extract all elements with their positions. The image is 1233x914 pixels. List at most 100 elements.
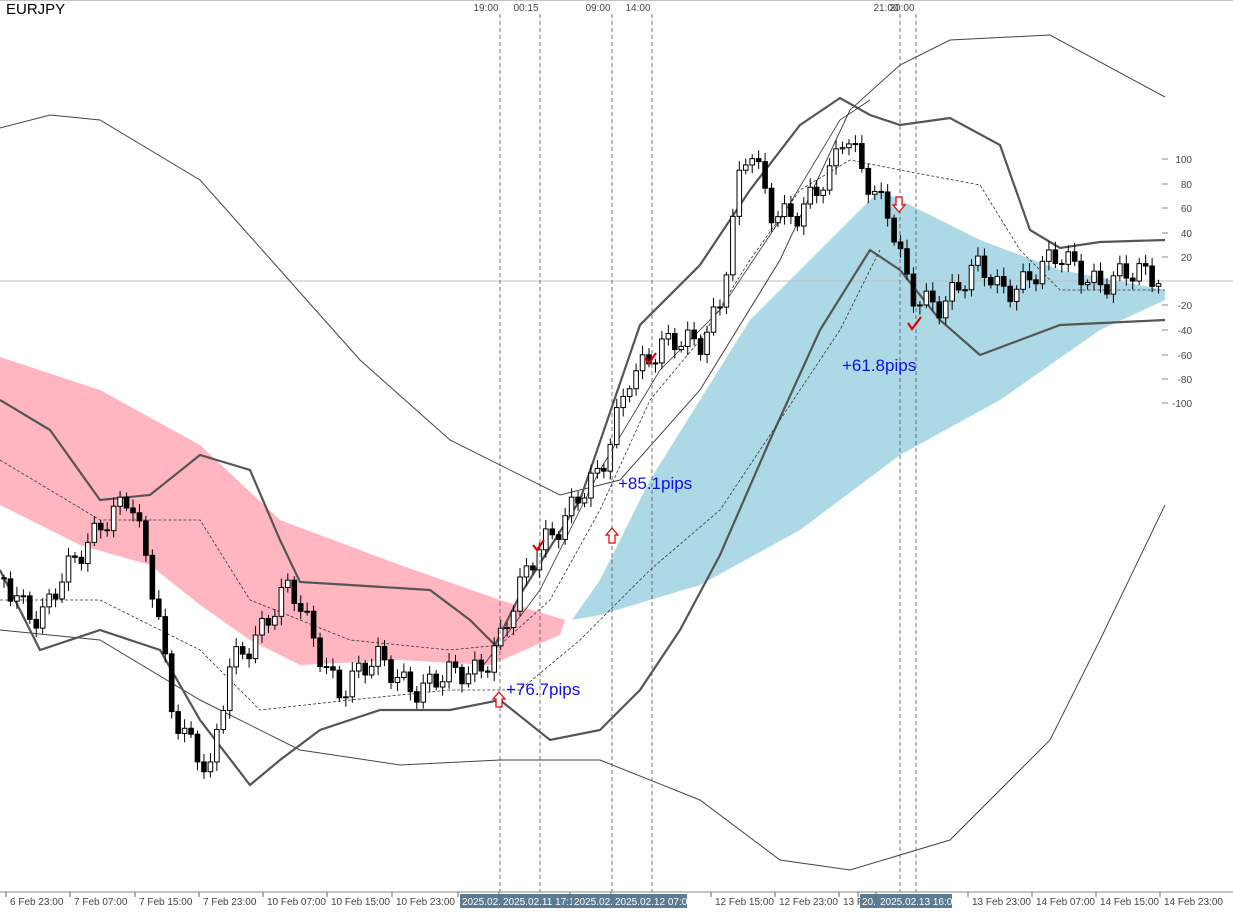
time-highlight	[613, 894, 687, 908]
candle-body	[420, 682, 427, 703]
candle-body	[1155, 283, 1162, 287]
candle-body	[865, 167, 872, 195]
candle-body	[175, 711, 181, 734]
candle-body	[220, 709, 227, 731]
candle-body	[1033, 279, 1039, 285]
candle-body	[136, 512, 143, 522]
candle-body	[717, 306, 723, 309]
candle-body	[530, 565, 536, 571]
candle-body	[639, 354, 646, 372]
candle-body	[1007, 285, 1014, 303]
candle-body	[291, 579, 298, 604]
time-label: 10 Feb 07:00	[267, 897, 326, 908]
candle-body	[581, 497, 588, 504]
time-label: 2025.02.13 16:00	[880, 897, 958, 908]
candle-body	[381, 645, 388, 661]
candle-body	[910, 273, 917, 307]
time-highlight	[860, 894, 878, 908]
candle-body	[349, 670, 356, 698]
candle-body	[762, 161, 768, 189]
candle-body	[781, 203, 788, 218]
pips-annotation: +85.1pips	[618, 474, 692, 493]
signals	[491, 196, 922, 708]
scale-label: -80	[1178, 375, 1193, 386]
scale-label: 80	[1181, 180, 1193, 191]
candle-body	[768, 187, 775, 224]
candle-body	[801, 203, 807, 227]
candle-body	[736, 169, 743, 217]
time-highlight	[501, 894, 575, 908]
time-highlight	[572, 894, 613, 908]
candle-body	[14, 595, 20, 602]
candle-body	[317, 637, 323, 668]
candle-body	[362, 662, 368, 676]
candle-body	[536, 549, 543, 571]
candle-body	[304, 610, 310, 613]
candle-body	[884, 191, 891, 219]
candle-body	[1, 577, 7, 580]
candle-body	[775, 216, 781, 224]
candle-body	[962, 289, 968, 292]
candle-body	[39, 606, 46, 629]
candle-body	[1026, 271, 1033, 281]
scale-label: 40	[1181, 229, 1193, 240]
time-label: 7 Feb 15:00	[139, 897, 193, 908]
time-labels: 6 Feb 23:00 7 Feb 07:00 7 Feb 15:00 7 Feb 2…	[5, 892, 1223, 908]
scale-label: 20	[1181, 253, 1193, 264]
candle-body	[607, 444, 614, 472]
candle-body	[955, 282, 962, 291]
candle-body	[272, 615, 278, 626]
candle-body	[904, 248, 910, 275]
candle-body	[33, 618, 40, 629]
candle-body	[588, 472, 594, 499]
candle-body	[988, 277, 994, 286]
candle-body	[162, 616, 169, 655]
candle-body	[388, 659, 394, 683]
candle-body	[949, 282, 955, 302]
candle-body	[846, 143, 852, 149]
candle-body	[852, 143, 859, 146]
candle-body	[1142, 263, 1149, 267]
time-label: 6 Feb 23:00	[10, 897, 64, 908]
candle-body	[917, 304, 923, 307]
candle-body	[691, 329, 697, 340]
candle-body	[1013, 288, 1020, 303]
candle-body	[833, 148, 839, 167]
candle-body	[375, 645, 381, 667]
candle-body	[975, 255, 981, 266]
candle-body	[659, 338, 665, 364]
vline-label: 20:00	[889, 3, 914, 14]
candle-body	[555, 534, 562, 541]
candle-body	[7, 578, 14, 602]
exit-check	[644, 352, 657, 365]
candle-body	[697, 338, 704, 355]
time-label: 2025.02.	[462, 897, 501, 908]
candle-body	[704, 331, 710, 355]
lower-band	[0, 248, 1166, 787]
candle-body	[601, 467, 607, 472]
time-label: 13 F	[843, 897, 863, 908]
candle-body	[201, 761, 207, 773]
candle-body	[252, 634, 259, 660]
candle-body	[78, 556, 85, 564]
candle-body	[439, 681, 446, 688]
candle-body	[826, 165, 833, 191]
time-label: 7 Feb 23:00	[203, 897, 257, 908]
candle-body	[156, 598, 162, 618]
indicator-scale: 100 80 60 40 20 -20 -40 -60 -80 -100	[1162, 155, 1192, 410]
candle-body	[123, 496, 130, 509]
candle-body	[207, 761, 214, 773]
candle-body	[1123, 263, 1130, 279]
candle-body	[1129, 277, 1136, 282]
candle-body	[336, 669, 343, 699]
candle-body	[181, 727, 188, 734]
candle-body	[568, 496, 575, 517]
candle-body	[188, 727, 194, 735]
candle-body	[104, 529, 111, 532]
candle-body	[1097, 270, 1104, 286]
candle-body	[459, 666, 465, 685]
candle-body	[517, 576, 523, 612]
candle-body	[672, 333, 678, 351]
time-label: 12 Feb 23:00	[779, 897, 838, 908]
